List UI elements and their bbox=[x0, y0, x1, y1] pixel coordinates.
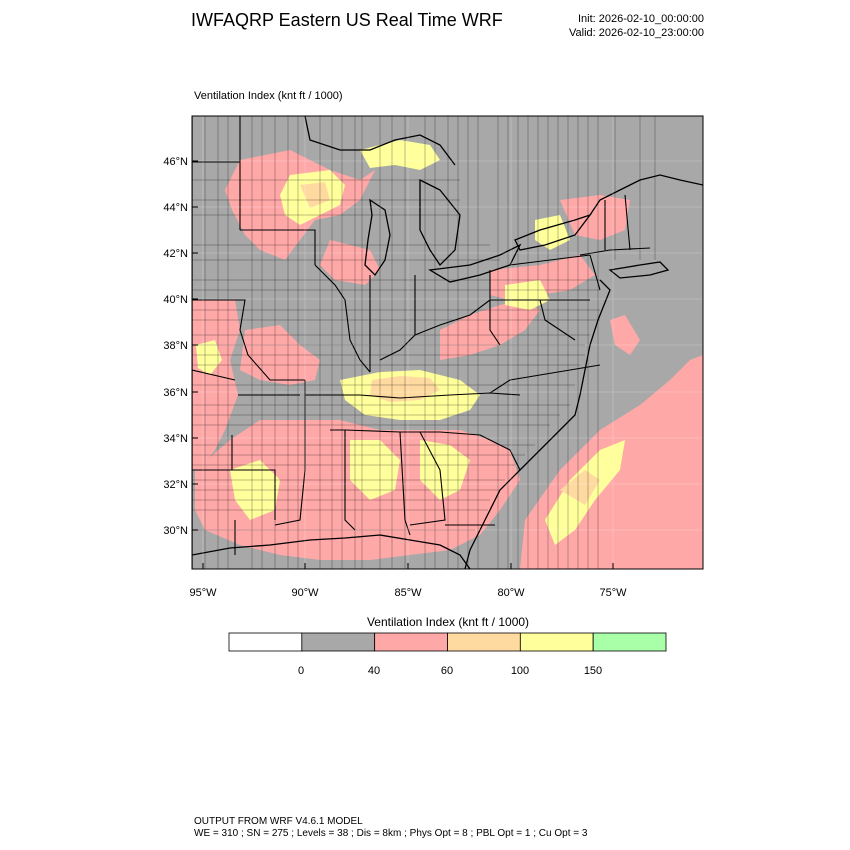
lat-axis bbox=[192, 160, 198, 531]
colorbar-bin bbox=[374, 632, 448, 652]
colorbar-label: 60 bbox=[441, 665, 453, 677]
lon-tick-label: 95°W bbox=[189, 587, 217, 599]
map-field bbox=[192, 116, 703, 569]
lat-tick-label: 42°N bbox=[163, 248, 188, 260]
lat-tick-label: 36°N bbox=[163, 387, 188, 399]
init-time: Init: 2026-02-10_00:00:00 bbox=[578, 13, 704, 25]
colorbar-title: Ventilation Index (knt ft / 1000) bbox=[366, 615, 530, 629]
lon-tick-label: 80°W bbox=[497, 587, 525, 599]
lat-tick-label: 32°N bbox=[163, 479, 188, 491]
variable-label: Ventilation Index (knt ft / 1000) bbox=[194, 90, 343, 102]
colorbar-label: 150 bbox=[584, 665, 602, 677]
lon-tick-label: 75°W bbox=[599, 587, 627, 599]
map-frame bbox=[191, 115, 704, 570]
lon-tick-labels: 95°W 90°W 85°W 80°W 75°W bbox=[189, 587, 627, 599]
colorbar-label: 0 bbox=[298, 665, 304, 677]
graticule bbox=[192, 116, 703, 569]
model-info-line2: WE = 310 ; SN = 275 ; Levels = 38 ; Dis … bbox=[194, 828, 588, 839]
lat-tick-label: 38°N bbox=[163, 340, 188, 352]
lat-tick-label: 30°N bbox=[163, 525, 188, 537]
model-info-line1: OUTPUT FROM WRF V4.6.1 MODEL bbox=[194, 816, 363, 827]
colorbar-labels: 0 40 60 100 150 bbox=[298, 665, 602, 677]
coastlines bbox=[192, 116, 703, 569]
lat-tick-labels: 46°N 44°N 42°N 40°N 38°N 36°N 34°N 32°N … bbox=[163, 156, 188, 537]
county-mesh bbox=[192, 116, 656, 569]
colorbar-bin bbox=[301, 632, 376, 652]
colorbar-bin bbox=[592, 632, 667, 652]
lat-tick-label: 40°N bbox=[163, 294, 188, 306]
lon-axis bbox=[202, 563, 614, 569]
lon-tick-label: 85°W bbox=[394, 587, 422, 599]
colorbar-bin bbox=[228, 632, 303, 652]
colorbar-label: 100 bbox=[511, 665, 529, 677]
colorbar-bin bbox=[447, 632, 521, 652]
colorbar-bin bbox=[519, 632, 594, 652]
colorbar bbox=[228, 632, 667, 652]
plot-title: IWFAQRP Eastern US Real Time WRF bbox=[191, 10, 503, 30]
lon-tick-label: 90°W bbox=[291, 587, 319, 599]
lat-tick-label: 44°N bbox=[163, 202, 188, 214]
colorbar-label: 40 bbox=[368, 665, 380, 677]
lat-tick-label: 34°N bbox=[163, 433, 188, 445]
lat-tick-label: 46°N bbox=[163, 156, 188, 168]
valid-time: Valid: 2026-02-10_23:00:00 bbox=[569, 27, 704, 39]
